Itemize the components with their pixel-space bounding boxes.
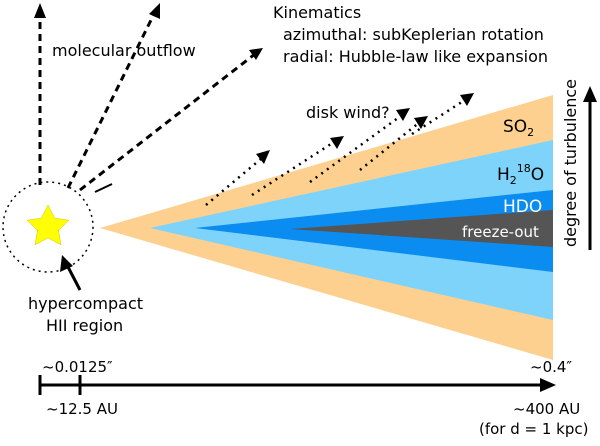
hii-pointer-arrowhead [60,255,73,272]
disk-wind-arrowhead-3 [396,108,410,121]
degree-of-turbulence-label: degree of turbulence [561,79,580,247]
hypercompact-label-line1: hypercompact [28,294,143,313]
molecular-outflow-label: molecular outflow [52,41,196,60]
hii-pointer-line [65,264,82,291]
angle-outer-label: ~0.4″ [530,358,572,376]
outflow-arrowhead-mid [249,48,263,60]
so2-label: SO2 [503,117,534,139]
kinematics-radial: radial: Hubble-law like expansion [283,47,548,66]
disk-wind-arrow-4 [359,121,421,171]
molecular-outflow-arrows [38,11,256,192]
h218o-label: H218O [497,162,544,187]
disk-wind-arrowhead-2 [330,136,344,149]
hdo-label: HDO [503,197,542,217]
outflow-arrowhead-vertical [34,3,46,18]
outflow-short-dash [94,183,113,193]
turbulence-arrowhead [583,86,597,102]
hypercompact-label-line2: HII region [46,316,123,335]
scale-bar-arrowhead [540,378,556,392]
kinematics-title: Kinematics [273,3,361,22]
freeze-out-layer [290,210,553,247]
angle-inner-label: ~0.0125″ [42,358,113,376]
disk-wind-arrowhead-1 [256,150,270,164]
hypercompact-hii-boundary [2,181,94,273]
disk-wind-arrowheads [256,93,474,164]
outflow-arrowhead-steep [149,3,160,19]
outflow-arrowheads [34,3,263,60]
disk-wind-arrow-3 [309,113,403,184]
disk-wind-arrows [205,96,469,206]
au-outer-label: ~400 AU [513,400,580,418]
freeze-out-label: freeze-out [462,223,539,241]
star-icon [26,204,70,246]
disk-wind-arrow-1 [205,157,263,206]
au-inner-label: ~12.5 AU [46,400,118,418]
outflow-arrow-mid [79,52,256,192]
distance-note: (for d = 1 kpc) [479,420,589,438]
disk-wind-label: disk wind? [306,103,390,122]
disk-wind-arrowhead-5 [460,93,474,106]
kinematics-azimuthal: azimuthal: subKeplerian rotation [283,25,544,44]
disk-wind-arrowhead-4 [414,116,428,129]
outflow-arrow-steep [66,11,157,189]
